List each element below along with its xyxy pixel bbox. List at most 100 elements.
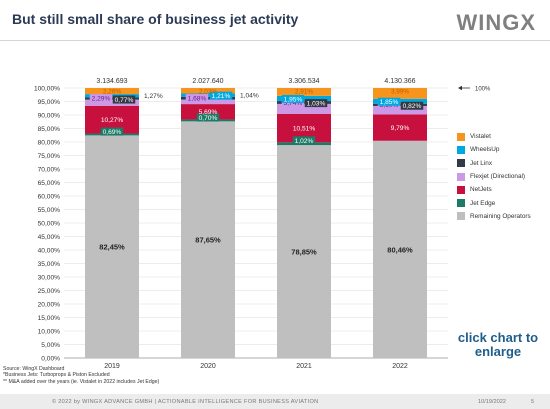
reference-label: 100% [475, 86, 491, 92]
data-label-jet-linx-bg [112, 95, 136, 104]
data-label-vistalet: 2,03% [199, 89, 217, 96]
y-tick-label: 70,00% [38, 166, 61, 173]
y-tick-label: 15,00% [38, 315, 61, 322]
bar-segment-remaining-operators [85, 135, 139, 358]
page-number: 5 [531, 399, 535, 405]
y-tick-label: 75,00% [38, 153, 61, 160]
data-label-wheelsup-bg [209, 91, 233, 100]
data-label-flexjet-bg [89, 94, 113, 103]
data-label-flexjet-bg [185, 94, 209, 103]
stacked-bar-chart[interactable]: 0,00% 5,00% 10,00% 15,00% 20,00% 25,00% 30,00%… [0, 0, 550, 394]
bar-segment-remaining-operators [373, 140, 427, 358]
wingx-logo: WINGX [456, 10, 536, 35]
footer-bar: © 2022 by WINGX ADVANCE GMBH | ACTIONABL… [0, 394, 550, 409]
legend-swatch [457, 159, 465, 168]
y-tick-label: 60,00% [38, 193, 61, 200]
y-tick-label: 10,00% [38, 328, 61, 335]
y-tick-label: 35,00% [38, 261, 61, 268]
bar-segment-flexjet [277, 103, 331, 114]
data-label-jet-linx-bg [400, 101, 424, 110]
data-label-vistalet: 3,99% [391, 88, 409, 95]
legend-label: Jet Edge [470, 199, 496, 207]
bar-segment-flexjet [373, 105, 427, 115]
data-label-jet-linx: 1,03% [307, 100, 326, 107]
slide-title: But still small share of business jet ac… [12, 11, 299, 27]
data-label-remaining-operators: 78,85% [291, 248, 317, 257]
data-label-jet-edge: 1,02% [295, 138, 314, 145]
footer-copyright: © 2022 by WINGX ADVANCE GMBH | ACTIONABL… [52, 399, 319, 405]
x-tick-label: 2020 [200, 363, 216, 370]
data-label-jet-edge: 0,69% [103, 129, 122, 136]
x-tick-label: 2021 [296, 363, 312, 370]
y-tick-label: 30,00% [38, 274, 61, 281]
header-divider [0, 40, 550, 41]
legend-swatch [457, 212, 465, 221]
data-label-wheelsup: 1,95% [284, 96, 303, 103]
data-label-wheelsup: 1,27% [144, 93, 163, 100]
y-tick-label: 0,00% [41, 355, 60, 362]
legend-label: NetJets [470, 186, 492, 194]
bar-segment-netjets [373, 114, 427, 141]
legend-swatch [457, 185, 465, 194]
y-tick-label: 25,00% [38, 288, 61, 295]
legend-swatch [457, 145, 465, 154]
data-label-flexjet: 2,29% [92, 96, 111, 103]
data-label-remaining-operators: 82,45% [99, 243, 125, 252]
bar-segment-remaining-operators [277, 145, 331, 358]
y-tick-label: 65,00% [38, 180, 61, 187]
legend-item: Remaining Operators [457, 210, 531, 223]
y-tick-label: 5,00% [41, 342, 60, 349]
footer-date: 10/19/2022 [478, 399, 506, 405]
data-label-netjets: 10,51% [293, 126, 316, 133]
data-label-remaining-operators: 80,46% [387, 245, 413, 254]
legend-item: WheelsUp [457, 143, 531, 156]
y-tick-label: 95,00% [38, 99, 61, 106]
data-label-netjets: 10,27% [101, 117, 124, 124]
data-label-remaining-operators: 87,65% [195, 236, 221, 245]
data-label-vistalet: 2,26% [103, 89, 121, 96]
bar-segment-remaining-operators [181, 121, 235, 358]
legend-swatch [457, 199, 465, 208]
y-tick-label: 20,00% [38, 301, 61, 308]
legend-item: Flexjet (Directional) [457, 170, 531, 183]
legend-label: Vistalet [470, 133, 491, 141]
legend-swatch [457, 132, 465, 141]
reference-arrow-head [458, 85, 462, 91]
bar-segment-vistalet [277, 87, 331, 96]
data-label-wheelsup: 1,21% [212, 93, 231, 100]
data-label-jet-edge-bg [100, 127, 124, 136]
footnote-source: Source: WingX Dashboard [3, 366, 65, 372]
bar-segment-vistalet [85, 88, 139, 95]
legend-label: WheelsUp [470, 146, 500, 154]
bar-segment-vistalet [373, 87, 427, 99]
data-label-flexjet: 3,74% [284, 100, 303, 107]
legend-label: Remaining Operators [470, 212, 531, 220]
bar-total-label: 4.130.366 [384, 78, 415, 85]
data-label-jet-edge-bg [292, 136, 316, 145]
x-tick-label: 2022 [392, 363, 408, 370]
enlarge-chart-link[interactable]: click chart to enlarge [457, 330, 539, 359]
chart-footnotes: Source: WingX Dashboard *Business Jets: … [3, 366, 159, 385]
data-label-jet-edge-bg [196, 113, 220, 122]
data-label-wheelsup-bg [377, 97, 401, 106]
legend-item: Jet Linx [457, 157, 531, 170]
data-label-jet-linx: 0,82% [403, 103, 422, 110]
y-tick-label: 100,00% [34, 85, 60, 92]
legend-item: NetJets [457, 183, 531, 196]
y-tick-label: 45,00% [38, 234, 61, 241]
y-tick-label: 40,00% [38, 247, 61, 254]
data-label-netjets: 5,69% [199, 109, 218, 116]
data-label-jet-linx: 1,04% [240, 93, 259, 100]
data-label-vistalet: 2,91% [295, 88, 313, 95]
data-label-wheelsup: 1,85% [380, 99, 399, 106]
legend-item: Jet Edge [457, 196, 531, 209]
legend-swatch [457, 172, 465, 181]
x-tick-label: 2019 [104, 363, 120, 370]
legend-label: Flexjet (Directional) [470, 173, 526, 181]
bar-segment-flexjet [85, 99, 139, 106]
bar-total-label: 2.027.640 [192, 78, 223, 85]
footnote-business-jets: *Business Jets: Turboprops & Piston Excl… [3, 372, 110, 379]
chart-legend: Vistalet WheelsUp Jet Linx Flexjet (Directi… [457, 130, 531, 223]
bar-total-label: 3.306.534 [288, 78, 319, 85]
bar-total-label: 3.134.693 [96, 78, 127, 85]
